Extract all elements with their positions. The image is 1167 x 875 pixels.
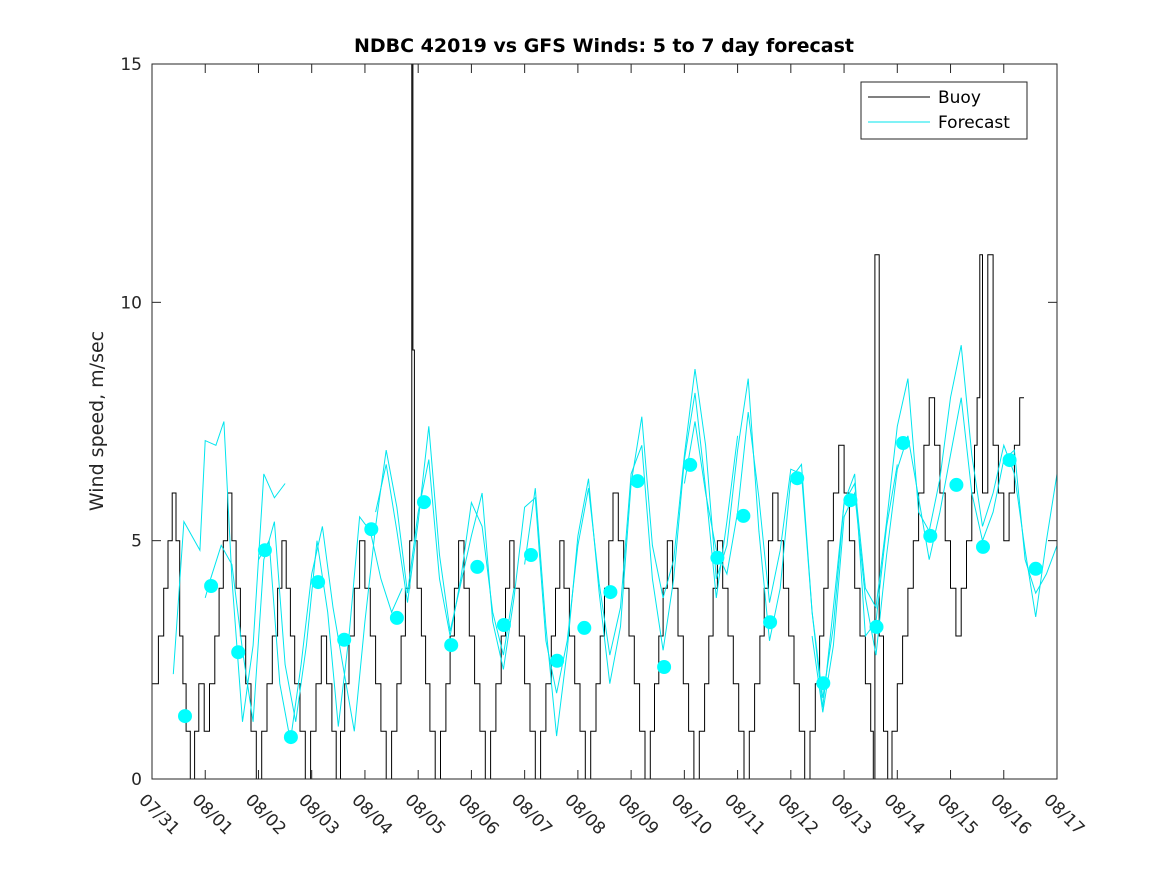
forecast-dot xyxy=(949,477,964,492)
forecast-dot xyxy=(896,436,911,450)
y-tick-label: 10 xyxy=(120,293,142,313)
legend-forecast-label: Forecast xyxy=(938,113,1010,133)
forecast-dot xyxy=(710,550,725,565)
legend-buoy-label: Buoy xyxy=(938,88,981,108)
forecast-dot xyxy=(976,539,990,554)
y-tick-label: 15 xyxy=(120,55,142,75)
plot-frame xyxy=(151,63,1058,780)
forecast-dot xyxy=(178,709,192,724)
forecast-dot xyxy=(417,495,431,510)
forecast-dot xyxy=(231,645,246,660)
y-axis-label: Wind speed, m/sec xyxy=(86,331,108,511)
forecast-dot xyxy=(869,619,884,634)
y-axis: 0 5 10 15 xyxy=(120,55,1057,790)
forecast-dot xyxy=(657,660,672,674)
chart-title: NDBC 42019 vs GFS Winds: 5 to 7 day fore… xyxy=(354,35,854,57)
forecast-dot xyxy=(444,638,459,653)
forecast-dot xyxy=(337,632,352,647)
forecast-dot xyxy=(389,610,404,625)
forecast-dots xyxy=(178,436,1043,745)
forecast-dot xyxy=(736,508,751,523)
buoy-line xyxy=(152,64,1024,779)
forecast-run-line xyxy=(258,450,515,741)
forecast-dot xyxy=(524,548,538,562)
forecast-dot xyxy=(364,522,379,537)
forecast-dot xyxy=(283,730,298,745)
forecast-dot xyxy=(763,615,778,630)
forecast-dot xyxy=(311,575,326,590)
y-tick-label: 0 xyxy=(131,770,142,790)
forecast-dot xyxy=(257,543,272,558)
forecast-dot xyxy=(204,579,219,593)
forecast-dot xyxy=(470,559,485,574)
forecast-dot xyxy=(577,620,592,635)
legend: Buoy Forecast xyxy=(860,81,1028,140)
buoy-series xyxy=(152,64,1024,779)
forecast-dot xyxy=(843,493,858,508)
forecast-dot xyxy=(923,528,938,543)
forecast-dot xyxy=(816,676,831,691)
forecast-run-line xyxy=(375,392,739,694)
forecast-dot xyxy=(630,474,645,489)
forecast-run-line xyxy=(524,369,898,737)
forecast-dot xyxy=(603,585,618,600)
forecast-run-line xyxy=(172,421,286,722)
forecast-dot xyxy=(496,618,511,632)
forecast-dot xyxy=(683,457,698,472)
forecast-dot xyxy=(1002,453,1017,468)
forecast-dot xyxy=(550,653,565,668)
y-tick-label: 5 xyxy=(131,532,142,552)
legend-box xyxy=(860,81,1028,140)
forecast-run-line xyxy=(683,345,1057,699)
forecast-dot xyxy=(1028,561,1043,576)
forecast-dot xyxy=(790,471,805,486)
